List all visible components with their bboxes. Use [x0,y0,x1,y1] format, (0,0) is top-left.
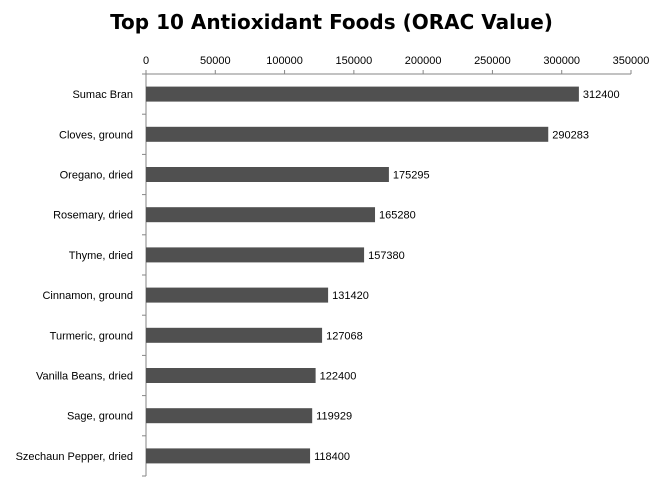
x-tick-label: 100000 [266,55,303,67]
x-tick-label: 50000 [200,55,231,67]
data-label: 175295 [393,170,430,182]
data-label: 118400 [314,451,350,463]
category-label: Sage, ground [67,411,133,423]
bar [146,408,313,424]
category-label: Sumac Bran [72,89,133,101]
data-label: 127068 [326,330,363,342]
x-tick-label: 300000 [543,55,580,67]
chart-title: Top 10 Antioxidant Foods (ORAC Value) [110,10,553,34]
category-label: Thyme, dried [69,250,133,262]
x-tick-label: 250000 [474,55,511,67]
x-tick-label: 150000 [335,55,372,67]
bars [146,86,579,464]
bar [146,207,376,223]
bar [146,287,329,303]
bar [146,247,365,263]
x-tick-label: 200000 [405,55,442,67]
bar [146,86,579,102]
x-tick-label: 350000 [613,55,650,67]
category-label: Cloves, ground [59,129,133,141]
category-label: Turmeric, ground [50,330,133,342]
x-tick-label: 0 [143,55,149,67]
data-label: 122400 [320,371,357,383]
data-label: 131420 [332,290,369,302]
category-label: Cinnamon, ground [42,290,133,302]
bar [146,327,323,343]
bar [146,448,311,464]
data-label: 157380 [368,250,405,262]
category-label: Szechaun Pepper, dried [16,451,133,463]
data-label: 119929 [316,411,352,423]
category-label: Oregano, dried [60,170,133,182]
data-label: 290283 [552,129,589,141]
data-label: 165280 [379,210,416,222]
data-label: 312400 [583,89,620,101]
bar [146,167,389,182]
bar [146,126,549,142]
bar [146,368,316,383]
axes: 0 50000 100000 150000 200000 250000 300000 3500… [142,55,650,477]
category-label: Rosemary, dried [53,210,133,222]
labels: Sumac Bran 312400 Cloves, ground 290283 Oreg… [16,89,620,463]
category-label: Vanilla Beans, dried [36,371,133,383]
